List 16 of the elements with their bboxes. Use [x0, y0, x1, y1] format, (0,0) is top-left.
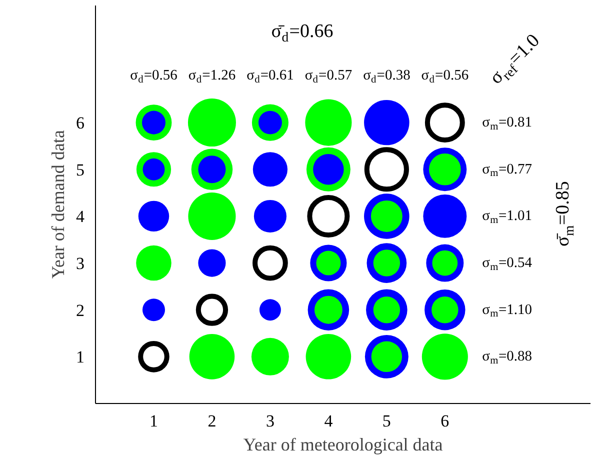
y-axis-title: Year of demand data	[48, 130, 68, 279]
x-axis-title: Year of meteorological data	[243, 434, 443, 454]
x-tick-label: 5	[382, 412, 391, 430]
x-tick-label: 6	[440, 412, 450, 430]
x-tick-label: 3	[266, 412, 274, 430]
y-tick-label: 6	[76, 114, 84, 133]
y-tick-label: 4	[76, 207, 85, 226]
x-tick-label: 4	[324, 412, 334, 430]
y-tick-label: 1	[76, 348, 84, 367]
x-tick-label: 2	[208, 412, 216, 430]
annotation: σ̄m=0.85	[552, 181, 576, 247]
annotation: σref=1.0	[486, 30, 544, 88]
y-tick-label: 2	[76, 300, 84, 320]
y-tick-label: 3	[76, 254, 84, 274]
x-tick-label: 1	[149, 412, 158, 430]
y-tick-label: 5	[76, 160, 84, 180]
